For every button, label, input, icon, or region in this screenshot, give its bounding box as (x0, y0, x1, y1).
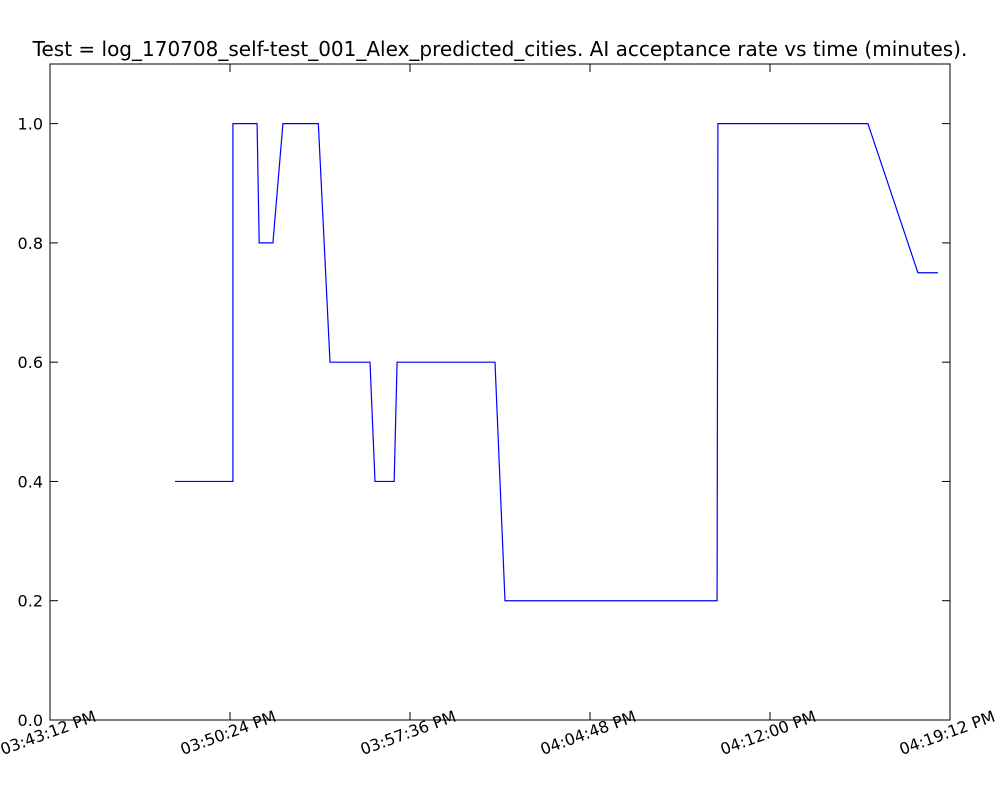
y-tick-label: 1.0 (18, 115, 43, 134)
y-tick-label: 0.8 (18, 234, 43, 253)
y-tick-label: 0.2 (18, 592, 43, 611)
y-tick-label: 0.4 (18, 472, 43, 491)
y-axis: 0.0 0.2 0.4 0.6 0.8 1.0 (18, 115, 950, 730)
series-line (175, 123, 938, 602)
chart-title: Test = log_170708_self-test_001_Alex_pre… (32, 37, 968, 61)
plot-area (49, 63, 951, 721)
series-layer (175, 123, 938, 602)
y-tick-label: 0.0 (18, 711, 43, 730)
y-tick-label: 0.6 (18, 353, 43, 372)
